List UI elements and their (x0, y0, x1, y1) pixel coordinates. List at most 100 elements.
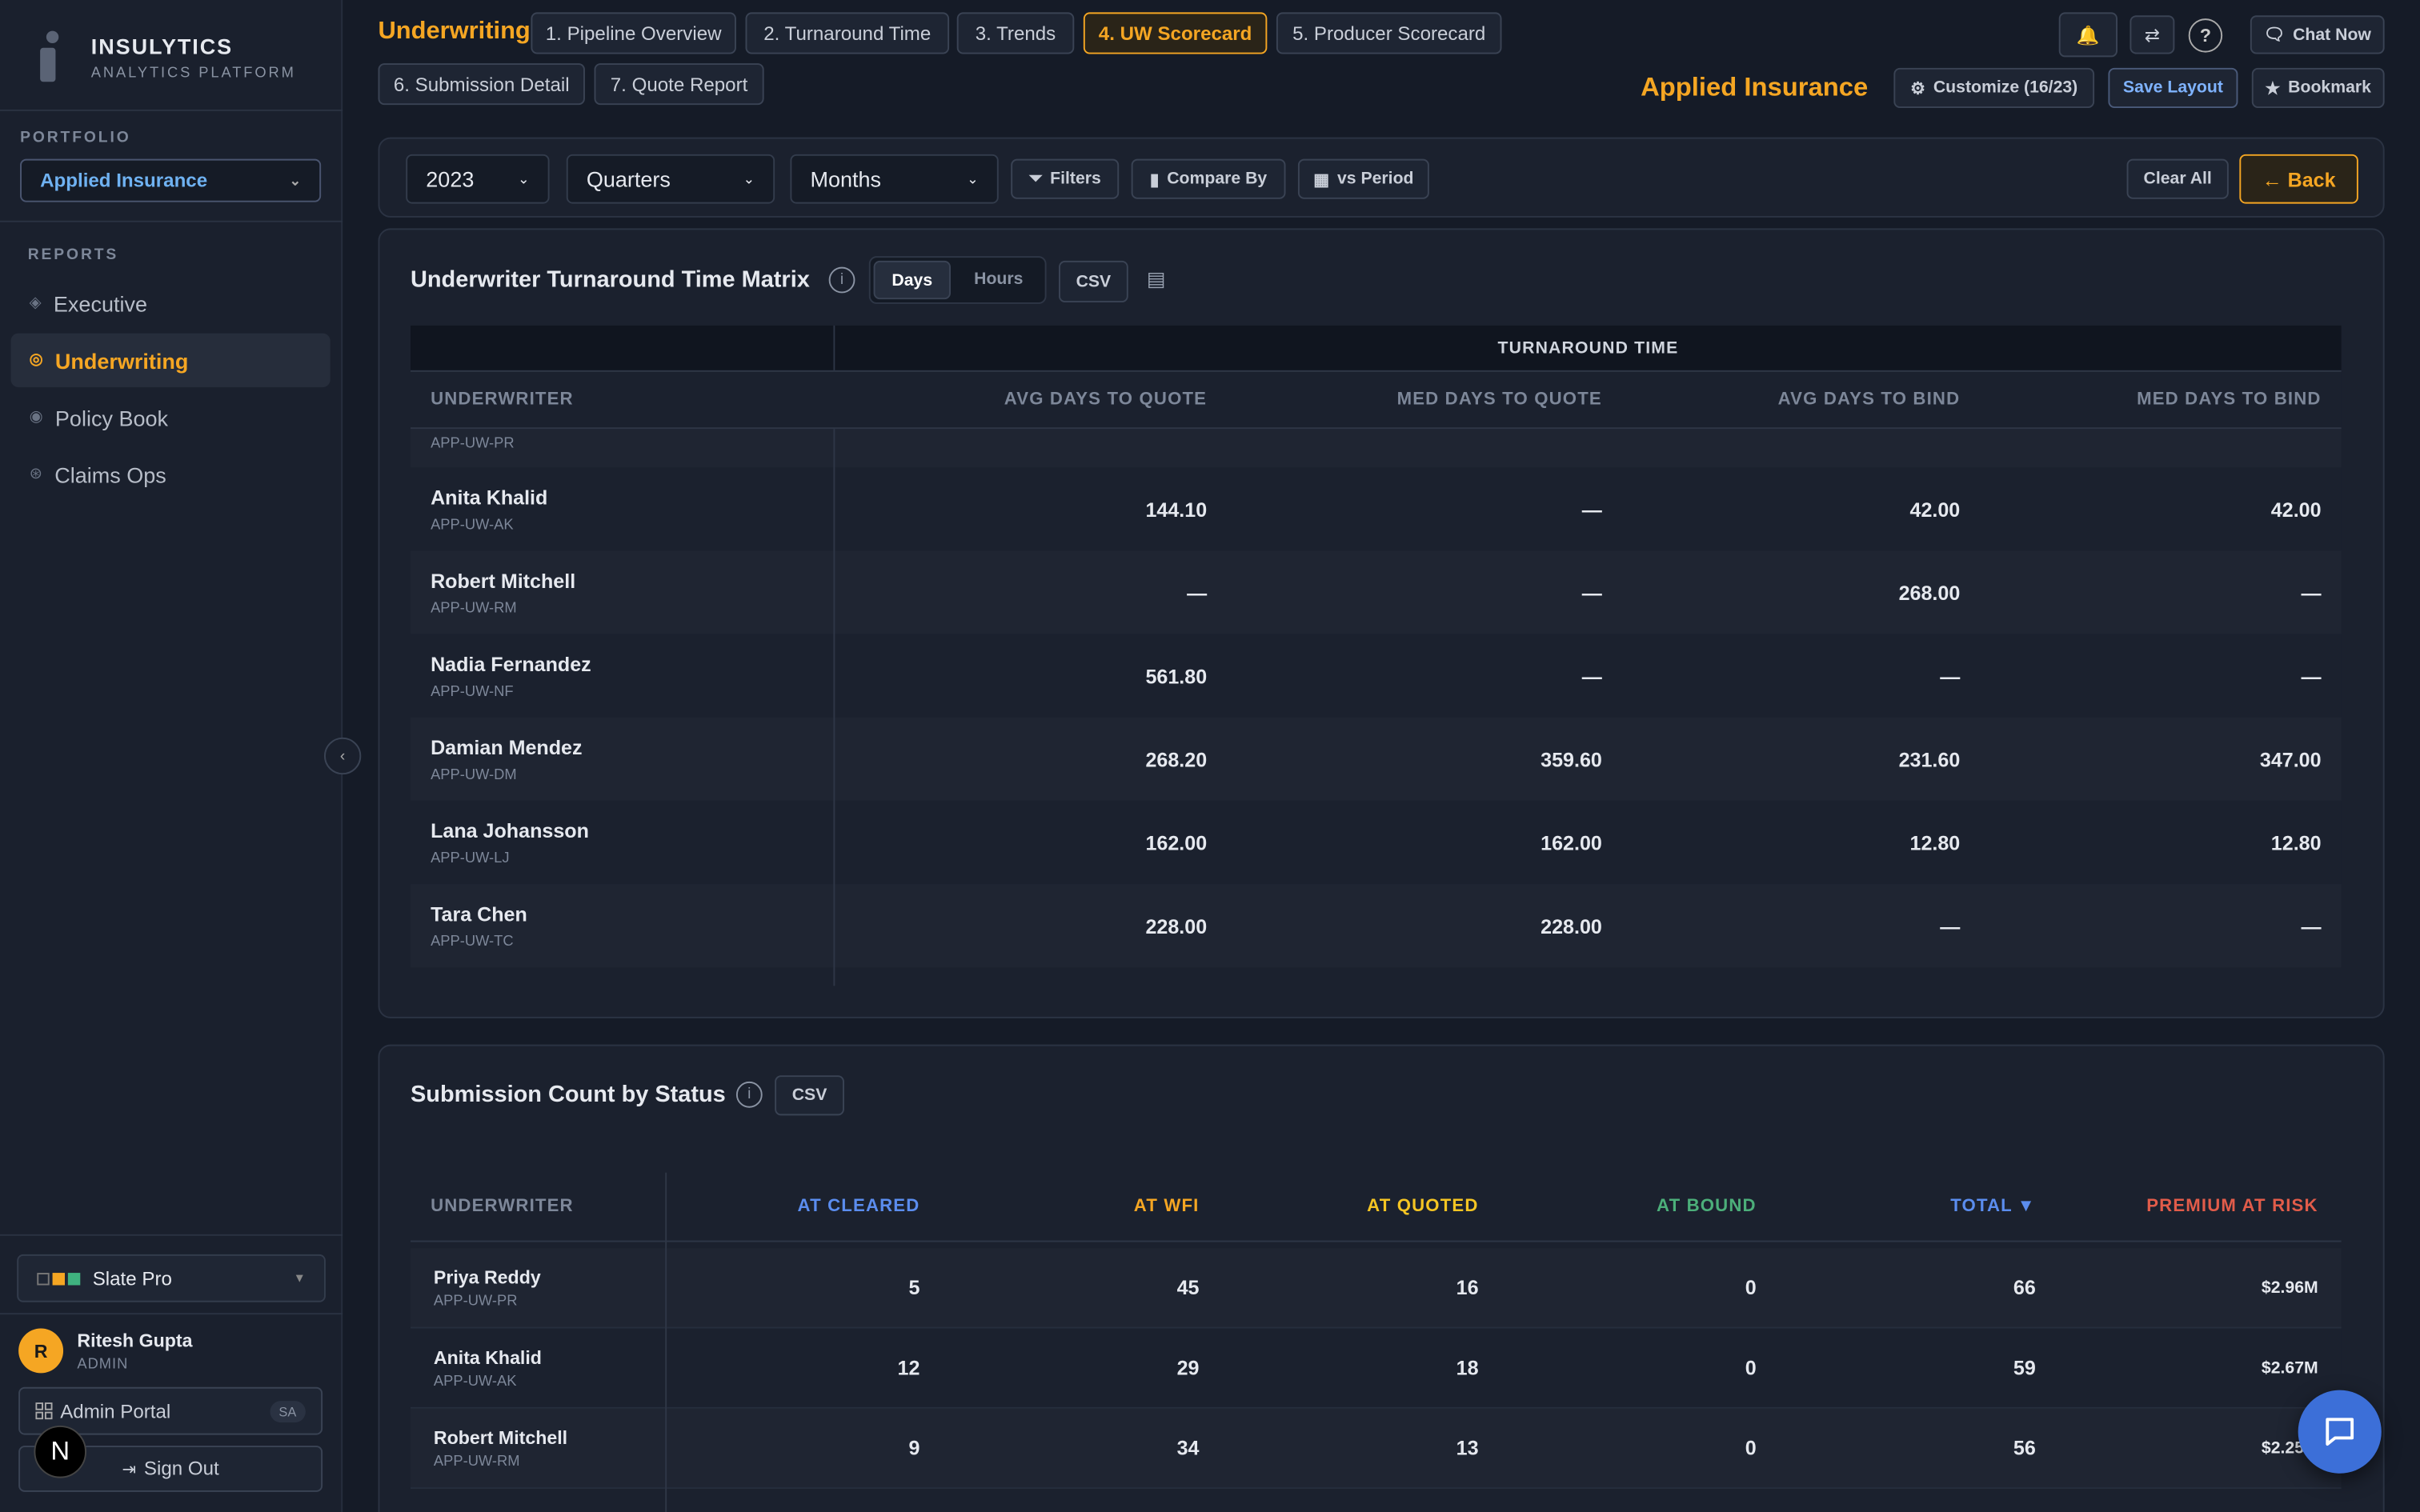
report-tab[interactable]: 3. Trends (956, 12, 1075, 54)
report-tab[interactable]: 4. UW Scorecard (1083, 12, 1268, 54)
notifications[interactable]: 🔔 (2058, 12, 2118, 58)
underwriter-name: Anita Khalid (431, 485, 548, 509)
months-select[interactable]: Months ⌄ (790, 154, 999, 204)
chat-now[interactable]: 🗨 Chat Now (2250, 15, 2385, 54)
value-cell: 268.20 (1145, 747, 1208, 771)
filters-button[interactable]: ⏷ Filters (1011, 158, 1120, 199)
value-cell: 162.00 (1145, 830, 1208, 854)
column-header-text: AT WFI (1133, 1197, 1200, 1216)
nav-item[interactable]: ⊛ Claims Ops (10, 447, 330, 502)
nav-item[interactable]: ◎ Underwriting (10, 333, 331, 388)
bookmark[interactable]: ★ Bookmark (2251, 67, 2385, 108)
underwriter-code: APP-UW-PR (433, 1292, 518, 1310)
count-cell: 16 (1456, 1275, 1479, 1299)
nav-item[interactable]: ◉ Policy Book (10, 390, 330, 445)
nav-label: Policy Book (54, 405, 169, 430)
premium-cell: $2.96M (2261, 1278, 2318, 1297)
chat-fab[interactable] (2298, 1390, 2382, 1474)
underwriter-name: Tara Chen (431, 902, 527, 926)
toggle-hours[interactable]: Hours (974, 270, 1024, 289)
customize-text: Customize (16/23) (1933, 78, 2078, 98)
toggle-days[interactable]: Days (873, 260, 951, 300)
period-button[interactable]: ▦ vs Period (1297, 158, 1429, 199)
table-icon[interactable]: ▤ (1146, 266, 1166, 290)
table-row: Anita Khalid APP-UW-AK 144.10 — 42.00 42.00 (410, 467, 2342, 551)
underwriter-cell: Tara Chen APP-UW-TC (411, 902, 835, 950)
count-cell: 12 (897, 1356, 920, 1380)
underwriter-code: APP-UW-AK (433, 1372, 517, 1390)
value-cell: — (1187, 581, 1208, 605)
underwriter-cell: Nadia Fernandez APP-UW-NF (411, 652, 835, 700)
nav-icon: ◈ (29, 294, 42, 312)
group-header-left (410, 325, 834, 370)
count-cell: 59 (2013, 1356, 2036, 1380)
back-button[interactable]: ← Back (2239, 154, 2358, 204)
underwriter-code: APP-UW-NF (431, 682, 514, 700)
customize[interactable]: ⚙ Customize (16/23) (1893, 67, 2095, 108)
tab-label: 3. Trends (975, 22, 1056, 44)
report-tab[interactable]: 2. Turnaround Time (745, 12, 950, 54)
theme-select[interactable]: Slate Pro ▼ (17, 1254, 326, 1302)
count-cell: 56 (2013, 1436, 2036, 1460)
count-cell: 13 (1456, 1436, 1479, 1460)
chat-now-text: Chat Now (2293, 25, 2371, 44)
report-tab[interactable]: 6. Submission Detail (378, 63, 585, 106)
months-value: Months (810, 166, 882, 192)
year-select[interactable]: 2023 ⌄ (406, 154, 550, 204)
header-row: UNDERWRITER AT CLEARED AT WFI AT QUOTED AT B… (410, 1173, 2342, 1242)
tab-label: 4. UW Scorecard (1098, 22, 1252, 44)
quarters-value: Quarters (586, 166, 671, 192)
back-text: ← Back (2262, 167, 2336, 191)
underwriter-cell: Lana Johansson APP-UW-LJ (411, 818, 835, 866)
underwriter-code: APP-UW-RM (433, 1452, 520, 1470)
column-divider (665, 1172, 667, 1512)
bookmark-text: Bookmark (2288, 78, 2371, 98)
divider (0, 1313, 343, 1315)
admin-portal-text: Admin Portal (60, 1400, 171, 1422)
dev-badge[interactable]: N (34, 1425, 86, 1478)
underwriter-name: Robert Mitchell (431, 568, 576, 592)
value-cell: 561.80 (1145, 664, 1208, 688)
help[interactable]: ? (2188, 18, 2223, 53)
switch[interactable]: ⇄ (2130, 15, 2175, 54)
count-cell: 0 (1745, 1275, 1757, 1299)
collapse-button[interactable]: ‹ (323, 737, 362, 775)
user-name: Ritesh Gupta (77, 1330, 193, 1352)
nav-item[interactable]: ◈ Executive (10, 276, 330, 330)
quarters-select[interactable]: Quarters ⌄ (566, 154, 775, 204)
table-row: Lana Johansson APP-UW-LJ 162.00 162.00 12.80… (410, 800, 2342, 885)
premium-cell: $2.67M (2261, 1358, 2318, 1378)
info-icon[interactable]: i (735, 1081, 763, 1108)
count-cell: 5 (908, 1275, 920, 1299)
value-cell: — (2301, 581, 2322, 605)
csv-button[interactable]: CSV (1058, 260, 1128, 302)
table-row: Damian Mendez APP-UW-DM 268.20 359.60 231.60… (410, 717, 2342, 801)
sign-out-text: Sign Out (143, 1458, 219, 1480)
logo (40, 30, 59, 82)
value-cell: 359.60 (1541, 747, 1602, 771)
underwriter-code: APP-UW-AK (431, 516, 514, 534)
toggle-days-text: Days (891, 270, 933, 290)
report-tab[interactable]: 1. Pipeline Overview (531, 12, 736, 54)
save-layout[interactable]: Save Layout (2108, 67, 2238, 108)
theme-value: Slate Pro (92, 1267, 172, 1290)
underwriter-code: APP-UW-TC (431, 932, 514, 950)
turnaround-title: Underwriter Turnaround Time Matrix (410, 266, 810, 294)
clear-all[interactable]: Clear All (2126, 158, 2229, 199)
filter-bar: 2023 ⌄ Quarters ⌄ Months ⌄ ⏷ Filters ▮ Compar… (378, 137, 2385, 218)
info-icon[interactable]: i (828, 266, 855, 294)
column-header: AT QUOTED (1222, 1198, 1501, 1216)
csv-button[interactable]: CSV (775, 1075, 844, 1116)
report-tab[interactable]: 5. Producer Scorecard (1276, 12, 1502, 54)
value-cell: 228.00 (1145, 914, 1208, 938)
tab-label: 5. Producer Scorecard (1292, 22, 1486, 44)
portfolio-label: PORTFOLIO (20, 129, 131, 147)
column-header: AT WFI (943, 1198, 1222, 1216)
compare-button[interactable]: ▮ Compare By (1131, 158, 1286, 199)
nav-icon: ⊛ (29, 466, 42, 483)
report-tab[interactable]: 7. Quote Report (594, 63, 764, 106)
header-row: UNDERWRITER AVG DAYS TO QUOTE MED DAYS TO … (410, 370, 2342, 430)
value-cell: 12.80 (1909, 830, 1961, 854)
portfolio-select[interactable]: Applied Insurance ⌄ (20, 158, 322, 202)
